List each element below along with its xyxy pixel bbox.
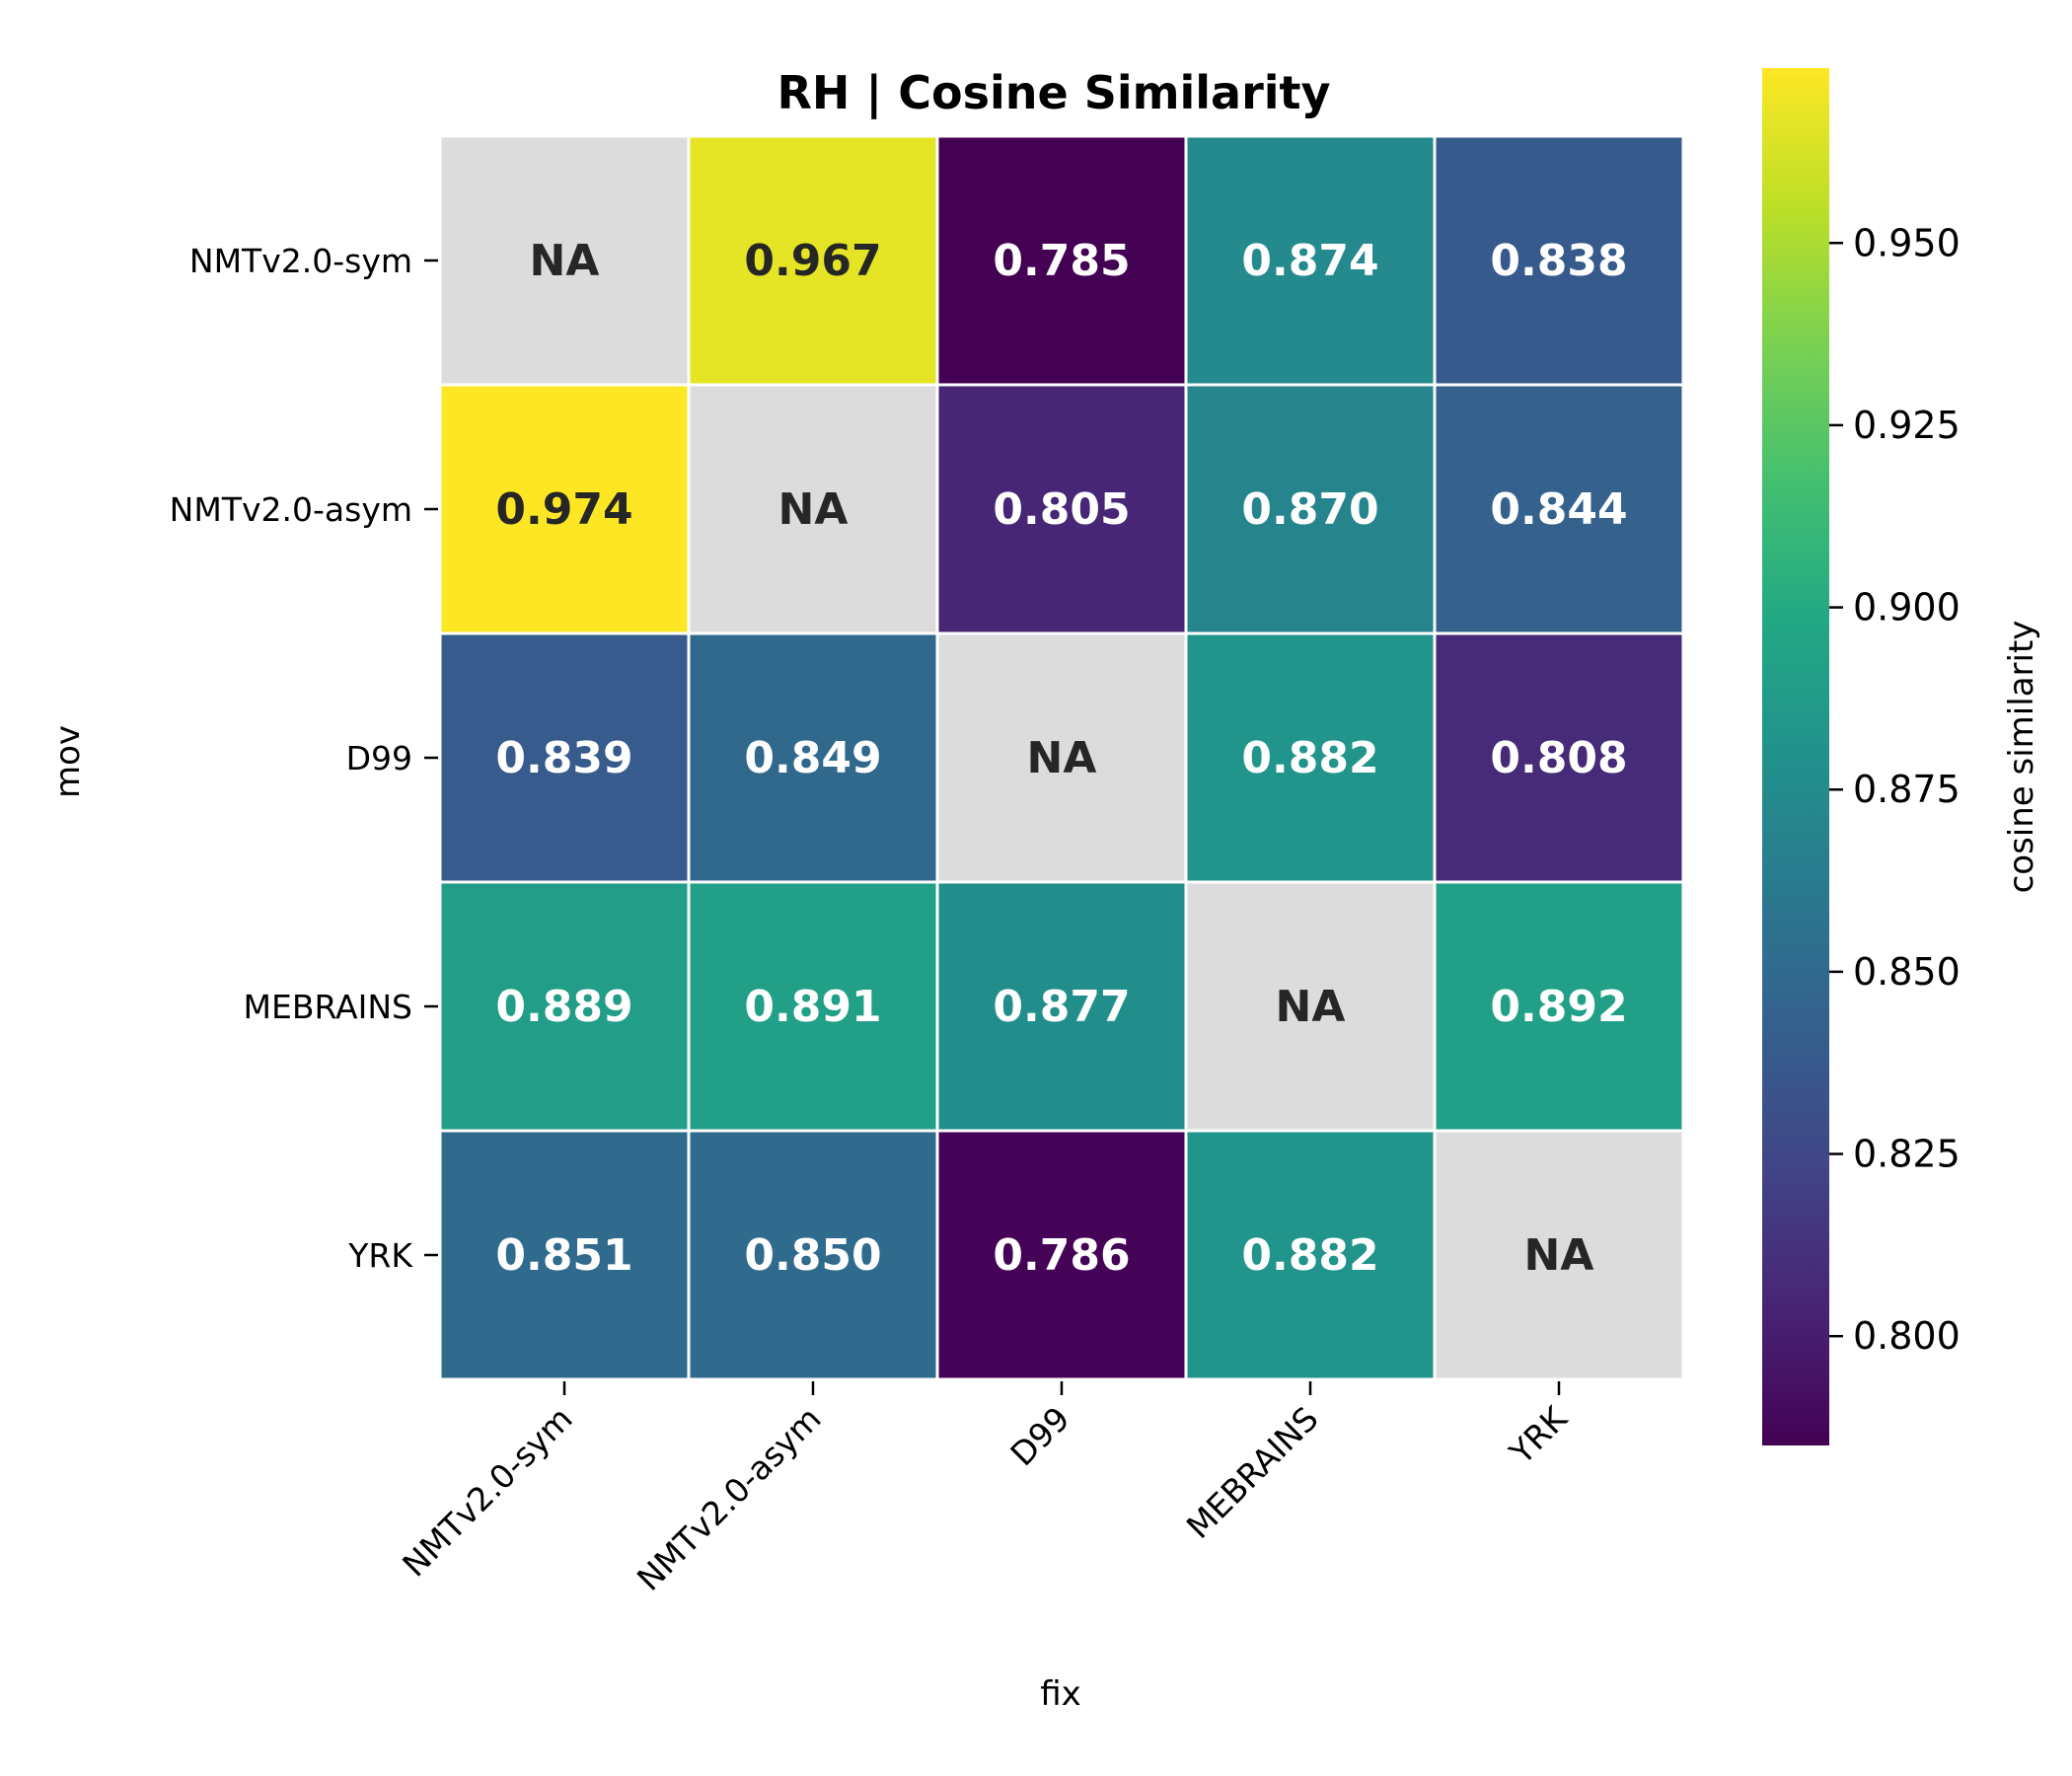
colorbar-tick-label: 0.875: [1853, 768, 1961, 811]
x-axis-label: fix: [1040, 1674, 1081, 1714]
x-tick-label: NMTv2.0-asym: [629, 1399, 829, 1598]
x-tick-label: D99: [1002, 1399, 1076, 1473]
colorbar-label: cosine similarity: [2002, 621, 2041, 894]
cell-value-label: 0.839: [495, 733, 632, 783]
cell-value-label: NA: [1276, 982, 1346, 1032]
heatmap-cell: [935, 631, 1188, 884]
cell-value-label: 0.882: [1241, 733, 1378, 783]
cell-value-label: NA: [530, 236, 600, 286]
heatmap-cell: [438, 880, 691, 1133]
cell-value-label: 0.889: [495, 982, 632, 1032]
heatmap-cell: [935, 134, 1188, 387]
y-tick-label: YRK: [347, 1236, 413, 1275]
heatmap-cell: [438, 1129, 691, 1381]
heatmap-cell: [1433, 383, 1685, 635]
cell-value-label: NA: [1027, 733, 1097, 783]
heatmap-cell: [687, 1129, 939, 1381]
x-axis: NMTv2.0-sym NMTv2.0-asym D99 MEBRAINS YRK: [395, 1381, 1576, 1598]
heatmap-cell: [1433, 880, 1685, 1133]
cell-value-label: NA: [1524, 1230, 1594, 1281]
cell-value-label: 0.850: [744, 1230, 881, 1281]
heatmap-cell: [1433, 134, 1685, 387]
cell-value-label: 0.849: [744, 733, 881, 783]
cell-value-label: 0.805: [993, 484, 1130, 535]
heatmap-cell: [1184, 880, 1437, 1133]
colorbar-tick-label: 0.925: [1853, 404, 1961, 447]
heatmap-cell: [935, 1129, 1188, 1381]
chart-title: RH | Cosine Similarity: [777, 66, 1330, 120]
cell-value-label: 0.874: [1241, 236, 1378, 286]
y-tick-label: NMTv2.0-asym: [170, 490, 412, 529]
heatmap-cell: [1184, 134, 1437, 387]
heatmap-cell: [935, 383, 1188, 635]
cell-value-label: 0.882: [1241, 1230, 1378, 1281]
y-axis: NMTv2.0-sym NMTv2.0-asym D99 MEBRAINS YRK: [170, 242, 438, 1275]
cell-value-label: 0.844: [1490, 484, 1627, 535]
x-tick-label: NMTv2.0-sym: [395, 1399, 579, 1584]
cell-value-label: 0.851: [495, 1230, 632, 1281]
cell-value-label: 0.967: [744, 236, 881, 286]
heatmap-cell: [687, 631, 939, 884]
heatmap-cell: [687, 880, 939, 1133]
cell-value-label: 0.786: [993, 1230, 1130, 1281]
colorbar-tick-label: 0.850: [1853, 950, 1961, 994]
cell-value-label: 0.891: [744, 982, 881, 1032]
heatmap-cell: [438, 134, 691, 387]
colorbar-tick-label: 0.825: [1853, 1133, 1961, 1176]
x-tick-label: MEBRAINS: [1179, 1399, 1326, 1546]
colorbar-tick-label: 0.950: [1853, 221, 1961, 264]
y-tick-label: D99: [346, 739, 412, 777]
heatmap-cell: [687, 134, 939, 387]
heatmap-cell: [1184, 631, 1437, 884]
cell-value-label: 0.877: [993, 982, 1130, 1032]
heatmap-cell: [438, 383, 691, 635]
heatmap-cell-labels: NA 0.967 0.785 0.874 0.838 0.974 NA 0.805 0.870 0…: [495, 236, 1627, 1281]
cell-value-label: 0.785: [993, 236, 1130, 286]
cell-value-label: 0.892: [1490, 982, 1627, 1032]
cell-value-label: 0.838: [1490, 236, 1627, 286]
y-axis-label: mov: [48, 725, 88, 798]
colorbar-gradient: [1762, 68, 1829, 1445]
cell-value-label: 0.974: [495, 484, 632, 535]
colorbar-tick-label: 0.900: [1853, 586, 1961, 629]
heatmap-cell: [1433, 1129, 1685, 1381]
colorbar-tick-label: 0.800: [1853, 1314, 1961, 1358]
cell-value-label: NA: [778, 484, 849, 535]
cell-value-label: 0.808: [1490, 733, 1627, 783]
y-tick-label: NMTv2.0-sym: [189, 242, 412, 280]
cell-value-label: 0.870: [1241, 484, 1378, 535]
x-tick-label: YRK: [1502, 1398, 1576, 1472]
colorbar: 0.800 0.825 0.850 0.875 0.900 0.925 0.950: [1762, 68, 1961, 1445]
y-tick-label: MEBRAINS: [244, 988, 413, 1026]
heatmap-cells: [438, 134, 1685, 1381]
heatmap-cell: [935, 880, 1188, 1133]
heatmap-cell: [1433, 631, 1685, 884]
